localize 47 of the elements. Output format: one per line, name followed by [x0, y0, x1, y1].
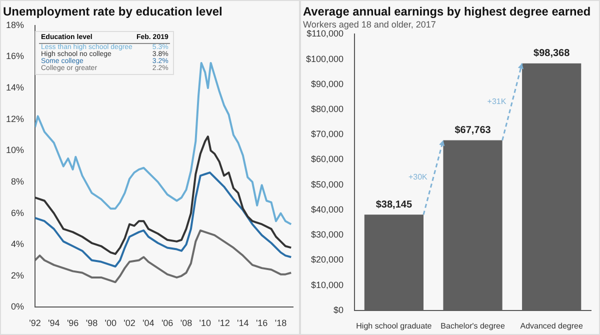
x-tick-label: '16 [256, 318, 268, 328]
y-tick-label: 14% [6, 82, 24, 93]
y-tick-label: 6% [11, 208, 24, 218]
y-tick-label: 0% [11, 302, 24, 312]
data-label: $67,763 [454, 125, 492, 136]
y-tick-label: $80,000 [310, 104, 344, 114]
y-tick-label: 8% [11, 176, 24, 186]
y-tick-label: $10,000 [310, 280, 344, 290]
y-tick-label: 12% [6, 114, 24, 124]
y-tick-label: $110,000 [306, 28, 344, 39]
y-tick-label: 4% [11, 239, 24, 250]
x-tick-label: Bachelor's degree [440, 321, 506, 330]
x-tick-label: '96 [66, 318, 79, 328]
chart-subtitle: Workers aged 18 and older, 2017 [303, 19, 436, 30]
y-tick-label: $70,000 [310, 129, 344, 140]
y-tick-label: $90,000 [310, 78, 344, 89]
x-tick-label: Advanced degree [520, 321, 584, 330]
x-tick-label: '06 [161, 318, 174, 328]
x-tick-label: '92 [29, 318, 41, 328]
y-tick-label: $60,000 [310, 154, 344, 164]
y-tick-label: 10% [6, 145, 24, 156]
data-label: $98,368 [534, 48, 570, 60]
y-tick-label: $50,000 [310, 179, 344, 190]
annotation: +30K [408, 172, 428, 182]
x-tick-label: '10 [199, 318, 211, 328]
x-tick-label: '02 [124, 318, 136, 328]
x-tick-label: '98 [86, 318, 98, 328]
x-tick-label: '14 [237, 318, 249, 328]
x-tick-label: '04 [142, 318, 154, 328]
x-tick-label: '94 [48, 318, 60, 328]
x-tick-label: '00 [104, 318, 116, 328]
x-tick-label: '18 [274, 318, 287, 328]
y-tick-label: 18% [6, 20, 24, 30]
y-tick-label: $20,000 [310, 254, 344, 265]
y-tick-label: $40,000 [310, 204, 344, 214]
y-tick-label: $0 [334, 304, 344, 315]
chart-title: Average annual earnings by highest degree earned [303, 4, 591, 19]
chart-title: Unemployment rate by education level [3, 4, 222, 19]
annotation: +31K [487, 97, 507, 106]
data-label: $38,145 [376, 199, 412, 210]
y-tick-label: 16% [6, 51, 24, 62]
y-tick-label: 2% [11, 270, 24, 280]
x-tick-label: High school graduate [356, 321, 432, 330]
y-tick-label: $30,000 [310, 230, 344, 240]
y-tick-label: $100,000 [306, 54, 344, 64]
x-tick-label: '08 [180, 318, 192, 328]
x-tick-label: '12 [218, 318, 230, 328]
